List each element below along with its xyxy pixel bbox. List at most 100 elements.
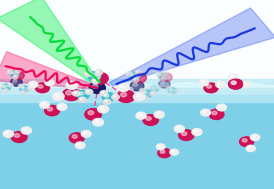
Bar <box>0 96 274 98</box>
Circle shape <box>141 89 143 91</box>
Circle shape <box>121 94 128 98</box>
Circle shape <box>12 72 15 74</box>
Bar <box>0 91 274 93</box>
Circle shape <box>66 81 78 89</box>
Circle shape <box>163 71 168 75</box>
Circle shape <box>217 104 226 111</box>
Bar <box>0 85 274 87</box>
Circle shape <box>5 132 9 134</box>
Circle shape <box>66 91 72 95</box>
Circle shape <box>150 92 156 96</box>
Circle shape <box>11 132 27 143</box>
Circle shape <box>22 91 24 92</box>
Circle shape <box>201 81 204 83</box>
Circle shape <box>170 149 178 155</box>
Circle shape <box>174 125 184 132</box>
Circle shape <box>231 81 236 84</box>
Circle shape <box>143 97 146 98</box>
Circle shape <box>250 134 259 141</box>
Circle shape <box>85 109 101 120</box>
Circle shape <box>30 82 33 85</box>
Circle shape <box>45 79 54 86</box>
Circle shape <box>150 86 159 92</box>
Circle shape <box>122 95 125 96</box>
Circle shape <box>88 111 94 115</box>
Circle shape <box>161 77 166 81</box>
Bar <box>0 94 274 96</box>
Circle shape <box>16 70 18 71</box>
Circle shape <box>113 95 116 97</box>
Bar <box>0 97 274 99</box>
Circle shape <box>242 139 247 142</box>
Circle shape <box>89 82 105 93</box>
Circle shape <box>119 88 130 96</box>
Circle shape <box>181 132 187 136</box>
Circle shape <box>3 130 13 137</box>
Circle shape <box>91 72 108 84</box>
Circle shape <box>231 81 236 84</box>
Bar <box>0 95 274 97</box>
Circle shape <box>157 86 159 87</box>
Circle shape <box>28 88 30 89</box>
Circle shape <box>92 84 98 88</box>
Circle shape <box>138 113 141 116</box>
Circle shape <box>134 75 139 78</box>
Circle shape <box>101 92 104 93</box>
Circle shape <box>204 83 218 93</box>
Circle shape <box>179 130 194 140</box>
Circle shape <box>169 92 174 96</box>
Circle shape <box>136 71 139 73</box>
Circle shape <box>156 73 158 74</box>
Circle shape <box>158 73 167 79</box>
Circle shape <box>217 82 221 85</box>
Circle shape <box>88 72 101 81</box>
Circle shape <box>21 90 26 94</box>
Circle shape <box>14 134 20 137</box>
Circle shape <box>155 72 161 76</box>
Polygon shape <box>0 52 98 89</box>
Circle shape <box>216 81 225 88</box>
Circle shape <box>94 75 100 79</box>
Bar <box>0 79 274 102</box>
Circle shape <box>160 73 172 82</box>
Circle shape <box>87 90 89 92</box>
Circle shape <box>212 111 217 115</box>
Circle shape <box>8 71 10 72</box>
Circle shape <box>80 98 83 100</box>
Circle shape <box>68 83 72 86</box>
Circle shape <box>176 127 180 129</box>
Circle shape <box>167 87 169 88</box>
Circle shape <box>79 97 86 102</box>
Circle shape <box>9 84 11 85</box>
Circle shape <box>248 146 251 149</box>
Bar <box>0 0 274 94</box>
Circle shape <box>202 111 206 113</box>
Circle shape <box>47 107 53 111</box>
Circle shape <box>126 72 132 76</box>
Bar <box>0 93 274 95</box>
Circle shape <box>92 78 99 84</box>
Bar <box>0 88 274 90</box>
Circle shape <box>62 88 80 101</box>
Circle shape <box>100 107 104 109</box>
Circle shape <box>59 105 62 107</box>
Circle shape <box>128 88 130 90</box>
Circle shape <box>96 71 99 73</box>
Bar <box>0 90 274 92</box>
Circle shape <box>162 75 167 78</box>
Circle shape <box>146 117 151 120</box>
Circle shape <box>116 88 122 93</box>
Circle shape <box>199 79 209 86</box>
Circle shape <box>79 92 84 95</box>
Circle shape <box>136 94 139 97</box>
Circle shape <box>154 111 164 118</box>
Circle shape <box>252 135 255 138</box>
Circle shape <box>20 86 29 92</box>
Circle shape <box>136 112 146 119</box>
Bar <box>0 92 274 94</box>
Circle shape <box>13 76 15 77</box>
Circle shape <box>133 83 138 86</box>
Bar <box>0 81 274 83</box>
Circle shape <box>229 79 243 89</box>
Circle shape <box>164 72 166 73</box>
